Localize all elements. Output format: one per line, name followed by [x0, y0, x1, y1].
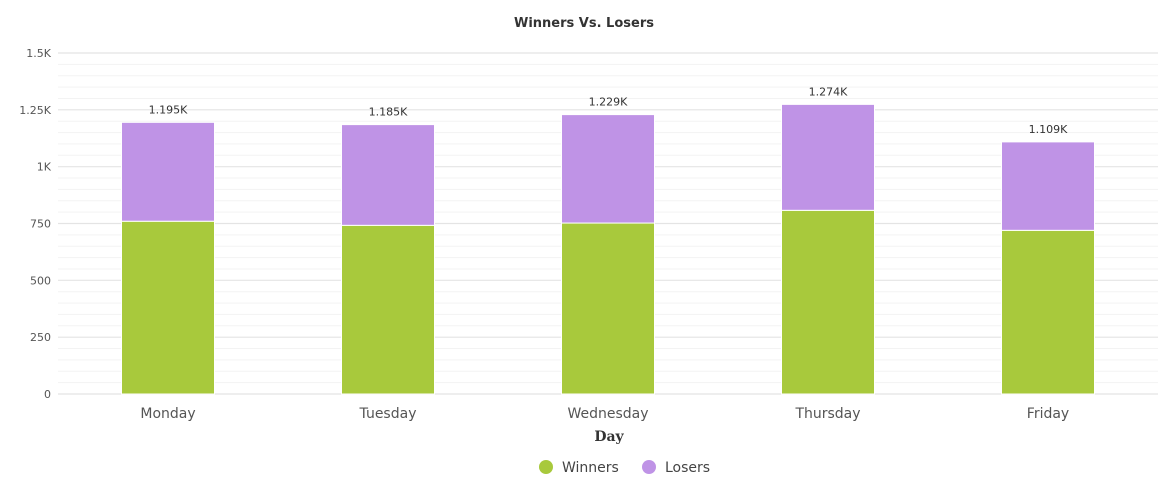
legend-label-winners: Winners: [562, 460, 619, 476]
total-label-friday: 1.109K: [1029, 123, 1068, 136]
total-label-thursday: 1.274K: [809, 85, 848, 98]
x-tick-label-thursday: Thursday: [794, 406, 860, 422]
bar-winners-friday[interactable]: [1001, 229, 1095, 395]
legend-item-winners[interactable]: Winners: [539, 460, 619, 476]
x-axis-label: Day: [594, 429, 624, 445]
chart-title: Winners Vs. Losers: [514, 16, 654, 31]
y-tick-label: 250: [30, 331, 51, 344]
bar-losers-friday[interactable]: [1001, 141, 1095, 231]
x-tick-label-tuesday: Tuesday: [359, 406, 417, 422]
legend-label-losers: Losers: [665, 460, 710, 476]
bars: [121, 103, 1095, 395]
x-tick-label-wednesday: Wednesday: [567, 406, 648, 422]
legend-item-losers[interactable]: Losers: [642, 460, 710, 476]
total-labels: 1.195K 1.185K 1.229K 1.274K 1.109K: [149, 85, 1068, 136]
bar-losers-thursday[interactable]: [781, 103, 875, 211]
legend-marker-winners: [539, 460, 553, 474]
bar-winners-wednesday[interactable]: [561, 222, 655, 395]
y-tick-label: 1.25K: [19, 104, 51, 117]
legend-marker-losers: [642, 460, 656, 474]
y-tick-label: 1K: [37, 161, 52, 174]
legend: Winners Losers: [539, 460, 710, 476]
y-tick-label: 500: [30, 274, 51, 287]
y-axis-ticks: 0 250 500 750 1K 1.25K 1.5K: [19, 47, 51, 401]
bar-winners-thursday[interactable]: [781, 209, 875, 395]
y-tick-label: 1.5K: [26, 47, 51, 60]
y-tick-label: 750: [30, 218, 51, 231]
total-label-wednesday: 1.229K: [589, 96, 628, 109]
total-label-monday: 1.195K: [149, 103, 188, 116]
x-axis-ticks: Monday Tuesday Wednesday Thursday Friday: [140, 406, 1069, 422]
x-tick-label-friday: Friday: [1027, 406, 1069, 422]
total-label-tuesday: 1.185K: [369, 106, 408, 119]
bar-winners-monday[interactable]: [121, 220, 215, 395]
bar-winners-tuesday[interactable]: [341, 224, 435, 395]
bar-losers-tuesday[interactable]: [341, 124, 435, 226]
x-tick-label-monday: Monday: [140, 406, 195, 422]
bar-losers-monday[interactable]: [121, 121, 215, 222]
bar-losers-wednesday[interactable]: [561, 114, 655, 224]
y-tick-label: 0: [44, 388, 51, 401]
